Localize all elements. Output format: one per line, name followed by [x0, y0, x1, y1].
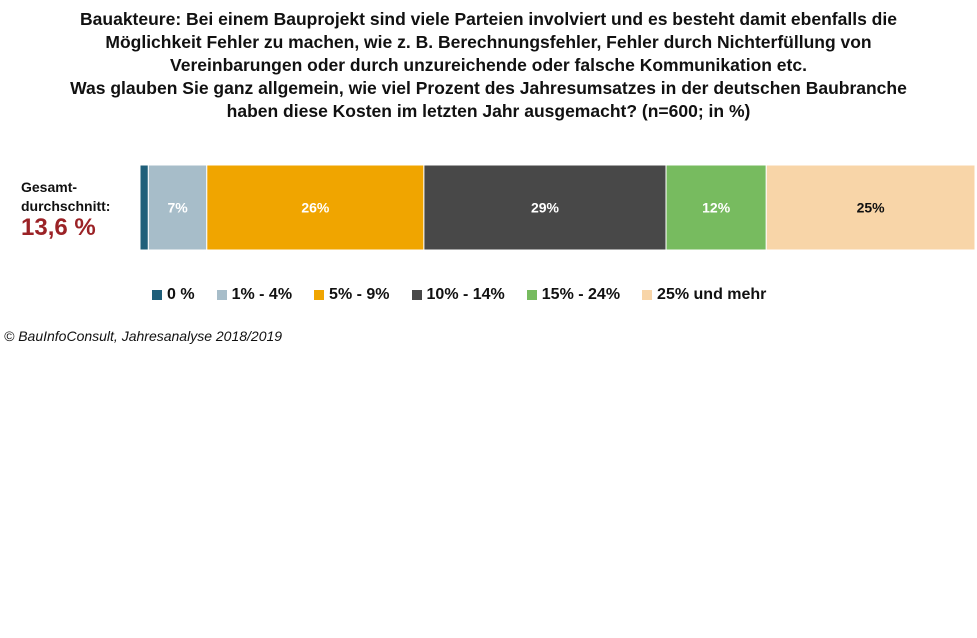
legend-label: 1% - 4%: [231, 286, 293, 303]
data-label-1: 7%: [167, 200, 188, 216]
legend-swatch: [642, 290, 653, 300]
legend-swatch: [216, 290, 227, 300]
title-line: Was glauben Sie ganz allgemein, wie viel…: [70, 78, 907, 98]
bar-segment-2: [206, 164, 425, 251]
average-label-line2: durchschnitt:: [21, 198, 111, 214]
legend-item-5: 25% und mehr: [642, 286, 766, 304]
legend-swatch: [152, 290, 162, 300]
legend-label: 25% und mehr: [657, 286, 767, 303]
title-line: haben diese Kosten im letzten Jahr ausge…: [226, 101, 751, 121]
average-value: 13,6 %: [21, 214, 96, 241]
legend-swatch: [314, 290, 325, 300]
average-label: Gesamt- durchschnitt:: [21, 178, 110, 216]
bar-segment-4: [665, 164, 767, 251]
data-label-3: 29%: [531, 200, 560, 216]
data-label-5: 25%: [857, 200, 886, 216]
chart-title: Bauakteure: Bei einem Bauprojekt sind vi…: [0, 8, 977, 123]
source-note: © BauInfoConsult, Jahresanalyse 2018/201…: [4, 328, 283, 344]
bar-segment-3: [423, 164, 667, 251]
chart-legend: 0 % 1% - 4% 5% - 9% 10% - 14% 15% - 24% 25% u…: [152, 286, 788, 304]
stacked-bar-chart: 7% 26% 29% 12% 25%: [139, 164, 976, 251]
legend-label: 15% - 24%: [541, 286, 621, 303]
bar-segment-0: [139, 164, 149, 251]
legend-item-3: 10% - 14%: [411, 286, 505, 304]
legend-label: 5% - 9%: [329, 286, 390, 303]
title-line: Möglichkeit Fehler zu machen, wie z. B. …: [105, 32, 872, 52]
title-line: Vereinbarungen oder durch unzureichende …: [170, 55, 807, 75]
legend-swatch: [526, 290, 537, 300]
bar-segment-5: [765, 164, 976, 251]
legend-item-4: 15% - 24%: [526, 286, 621, 304]
legend-label: 10% - 14%: [426, 286, 505, 303]
legend-item-1: 1% - 4%: [216, 286, 293, 304]
title-line: Bauakteure: Bei einem Bauprojekt sind vi…: [80, 9, 897, 29]
average-label-line1: Gesamt-: [21, 179, 78, 195]
data-label-2: 26%: [301, 200, 330, 216]
legend-swatch: [411, 290, 422, 300]
legend-item-0: 0 %: [152, 286, 195, 304]
legend-item-2: 5% - 9%: [314, 286, 390, 304]
data-label-4: 12%: [702, 200, 731, 216]
legend-label: 0 %: [167, 286, 195, 303]
